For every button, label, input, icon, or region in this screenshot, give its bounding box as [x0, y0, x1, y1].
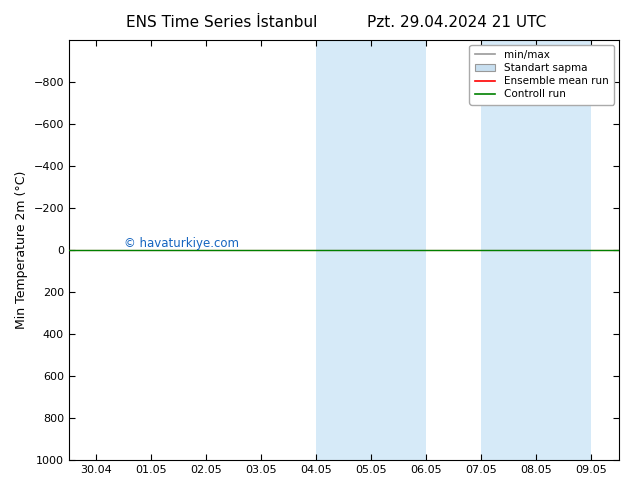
Legend: min/max, Standart sapma, Ensemble mean run, Controll run: min/max, Standart sapma, Ensemble mean r… — [469, 45, 614, 104]
Text: ENS Time Series İstanbul: ENS Time Series İstanbul — [126, 15, 318, 30]
Bar — [481, 40, 592, 460]
Y-axis label: Min Temperature 2m (°C): Min Temperature 2m (°C) — [15, 171, 28, 329]
Text: © havaturkiye.com: © havaturkiye.com — [124, 237, 239, 250]
Text: Pzt. 29.04.2024 21 UTC: Pzt. 29.04.2024 21 UTC — [367, 15, 546, 30]
Bar — [316, 40, 427, 460]
